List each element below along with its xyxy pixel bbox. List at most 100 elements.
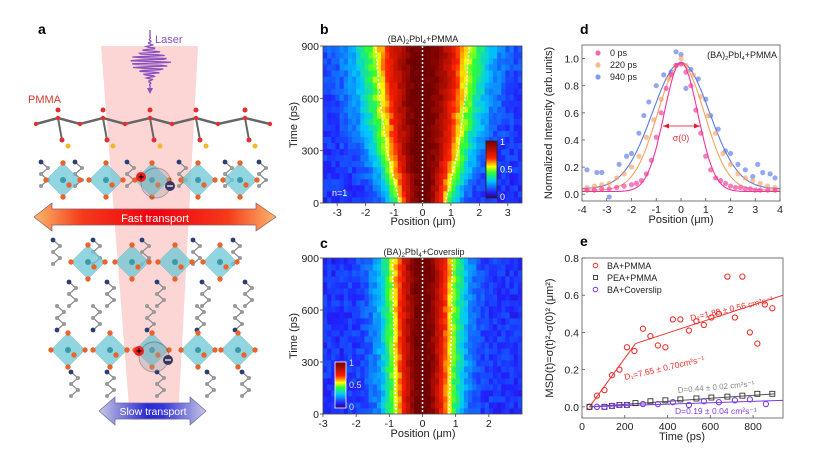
heatmap-cell (430, 88, 436, 95)
heatmap-cell (397, 76, 403, 83)
heatmap-cell (476, 366, 481, 373)
heatmap-cell (463, 300, 469, 307)
heatmap-cell (422, 70, 428, 77)
heatmap-cell (484, 94, 490, 101)
heatmap-cell (497, 190, 502, 198)
heatmap-cell (505, 58, 510, 65)
heatmap-cell (414, 336, 419, 343)
carbon-atom (55, 316, 59, 320)
data-point (685, 327, 693, 334)
heatmap-cell (414, 258, 419, 265)
heatmap-cell (459, 294, 465, 301)
panel-label-b: b (320, 21, 329, 37)
heatmap-cell (509, 166, 515, 174)
nitrogen-atom (230, 237, 236, 243)
heatmap-cell (347, 318, 353, 325)
heatmap-cell (364, 324, 370, 331)
heatmap-cell (364, 142, 370, 150)
heatmap-cell (468, 270, 473, 277)
heatmap-cell (439, 282, 444, 289)
heatmap-cell (343, 184, 349, 192)
heatmap-cell (405, 64, 411, 71)
iodide-atom (107, 364, 113, 370)
heatmap-cell (517, 306, 522, 313)
heatmap-cell (447, 154, 452, 162)
iodide-atom (243, 182, 249, 188)
heatmap-cell (488, 282, 494, 289)
heatmap-cell (426, 360, 432, 367)
heatmap-cell (352, 178, 357, 186)
heatmap-cell (364, 76, 370, 83)
heatmap-cell (331, 324, 336, 331)
heatmap-cell (385, 178, 390, 186)
heatmap-cell (480, 64, 486, 71)
heatmap-cell (360, 178, 365, 186)
data-point (584, 167, 590, 173)
heatmap-cell (389, 58, 394, 65)
lead-atom (235, 347, 241, 353)
heatmap-cell (497, 160, 502, 168)
heatmap-cell (364, 172, 370, 180)
iodide-atom (254, 177, 260, 183)
heatmap-cell (488, 360, 494, 367)
heatmap-cell (323, 82, 328, 89)
heatmap-cell (343, 52, 349, 59)
carbon-atom (238, 244, 242, 248)
heatmap-cell (430, 312, 436, 319)
heatmap-cell (393, 372, 399, 379)
heatmap-cell (339, 282, 345, 289)
heatmap-cell (439, 166, 444, 174)
heatmap-cell (447, 64, 452, 71)
heatmap-cell (401, 408, 407, 414)
heatmap-cell (331, 52, 336, 59)
heatmap-cell (327, 390, 332, 397)
heatmap-cell (335, 184, 340, 192)
heatmap-cell (480, 184, 486, 192)
heatmap-cell (472, 318, 477, 325)
heatmap-cell (356, 154, 361, 162)
oxygen-atom (147, 107, 153, 113)
heatmap-cell (356, 160, 361, 168)
heatmap-cell (468, 360, 473, 367)
heatmap-cell (360, 312, 365, 319)
heatmap-cell (492, 384, 498, 391)
heatmap-cell (331, 390, 336, 397)
heatmap-cell (381, 408, 386, 414)
heatmap-cell (331, 360, 336, 367)
heatmap-cell (476, 148, 481, 156)
heatmap-cell (488, 136, 494, 144)
heatmap-cell (455, 136, 461, 144)
heatmap-cell (488, 372, 494, 379)
heatmap-cell (463, 258, 469, 265)
heatmap-cell (327, 282, 332, 289)
heatmap-cell (488, 396, 494, 403)
heatmap-cell (443, 360, 448, 367)
heatmap-cell (455, 106, 461, 113)
carbon-atom (67, 292, 71, 296)
heatmap-cell (405, 124, 411, 131)
heatmap-cell (451, 258, 457, 265)
heatmap-cell (505, 130, 510, 137)
heatmap-cell (459, 270, 465, 277)
heatmap-cell (376, 342, 382, 349)
heatmap-cell (327, 372, 332, 379)
heatmap-cell (405, 300, 411, 307)
heatmap-cell (323, 130, 328, 137)
heatmap-cell (488, 88, 494, 95)
heatmap-cell (397, 166, 403, 174)
colorbar-tick-label: 1 (500, 137, 505, 147)
heatmap-cell (472, 184, 477, 192)
heatmap-cell (397, 336, 403, 343)
heatmap-cell (422, 264, 428, 271)
heatmap-cell (426, 402, 432, 409)
heatmap-cell (426, 330, 432, 337)
heatmap-cell (455, 142, 461, 150)
heatmap-cell (497, 154, 502, 162)
data-point (662, 344, 669, 351)
nitrogen-atom (199, 279, 205, 285)
heatmap-cell (480, 94, 486, 101)
heatmap-cell (364, 258, 370, 265)
heatmap-cell (368, 136, 374, 144)
heatmap-cell (480, 324, 486, 331)
heatmap-cell (505, 166, 510, 174)
